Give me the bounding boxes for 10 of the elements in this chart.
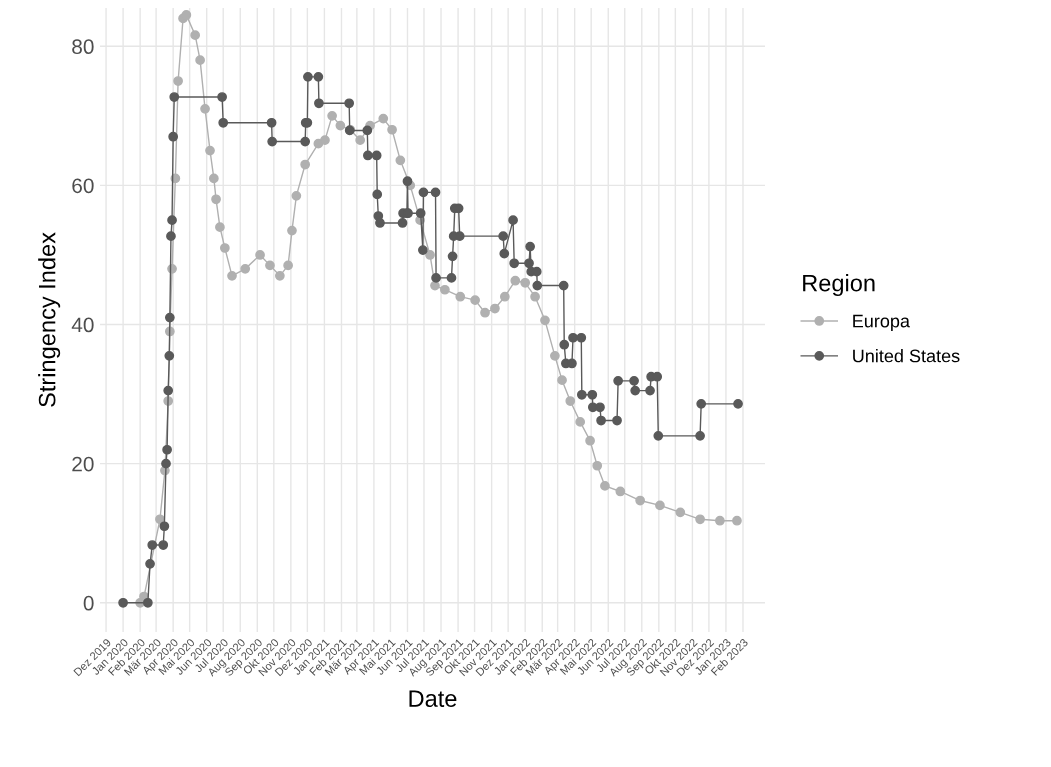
- y-tick-label: 80: [72, 39, 94, 55]
- legend-label: United States: [853, 349, 960, 363]
- legend-title: Region: [803, 274, 875, 297]
- y-tick-label: 0: [83, 595, 94, 611]
- y-axis-title: Stringency Index: [38, 232, 61, 407]
- y-tick-label: 60: [72, 178, 94, 194]
- x-axis-title: Date: [409, 690, 457, 707]
- y-tick-label: 20: [72, 456, 94, 472]
- y-tick-label: 40: [71, 317, 94, 333]
- legend-label: Europa: [853, 314, 910, 332]
